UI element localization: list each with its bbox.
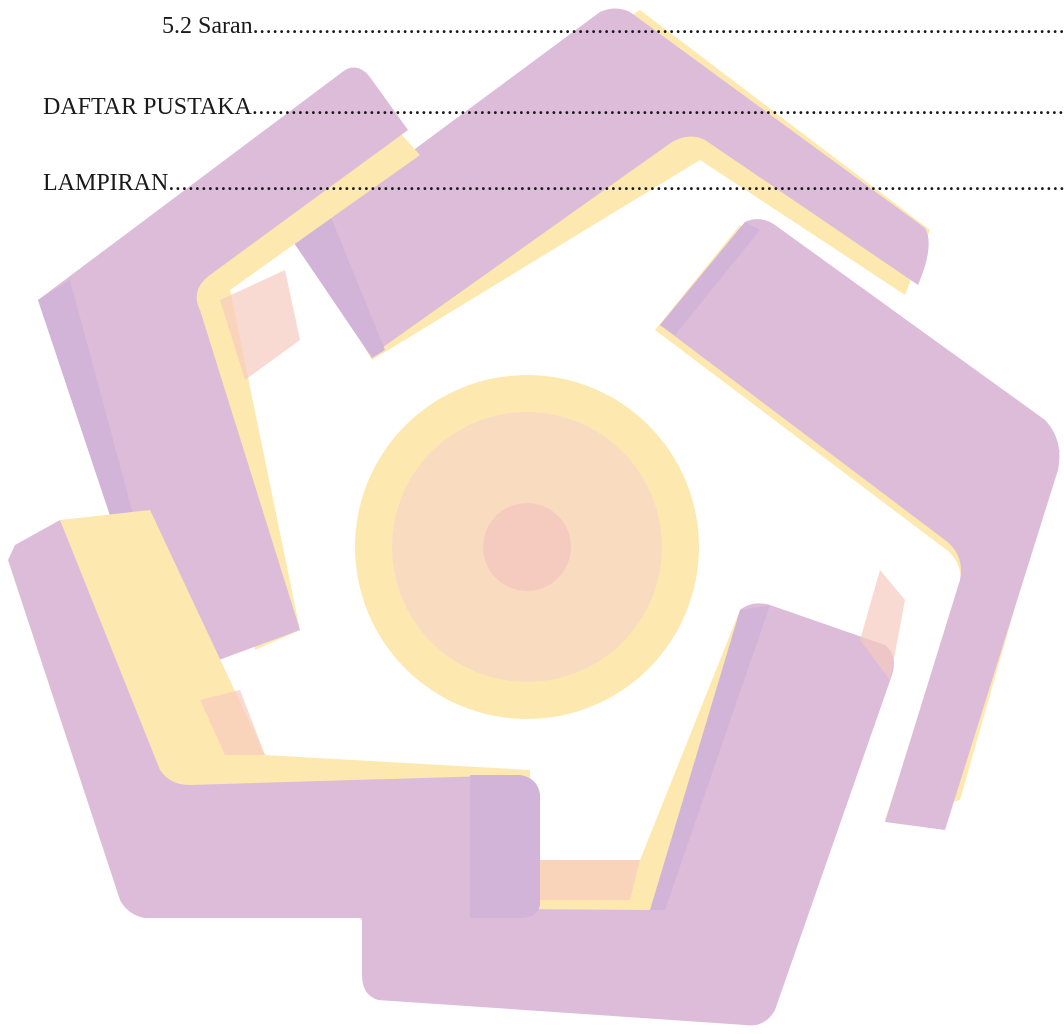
toc-entry: 5.2 Saran...............................…: [162, 10, 1064, 42]
toc-entry: DAFTAR PUSTAKA..........................…: [43, 91, 1064, 123]
toc-dot-leader: ........................................…: [251, 94, 1064, 120]
toc-entry: LAMPIRAN................................…: [43, 167, 1064, 199]
toc-entry-title: LAMPIRAN: [43, 170, 169, 196]
toc-entry-title: 5.2 Saran: [162, 13, 253, 39]
toc-entry-title: DAFTAR PUSTAKA: [43, 94, 252, 120]
logo-inner-band-lower-left: [200, 690, 265, 755]
logo-inner-circle: [483, 503, 571, 591]
logo-arm-bottom-right: [360, 603, 894, 1026]
logo-arm-right: [655, 219, 1060, 830]
logo-inner-band-left: [220, 270, 300, 380]
logo-inner-band-bottom: [540, 860, 640, 900]
toc-dot-leader: ........................................…: [252, 13, 1064, 39]
logo-inner-band-right: [860, 570, 905, 680]
toc-dot-leader: ........................................…: [168, 170, 1064, 196]
logo-arm-top: [292, 8, 930, 360]
logo-arm-bottom-left: [8, 510, 540, 918]
